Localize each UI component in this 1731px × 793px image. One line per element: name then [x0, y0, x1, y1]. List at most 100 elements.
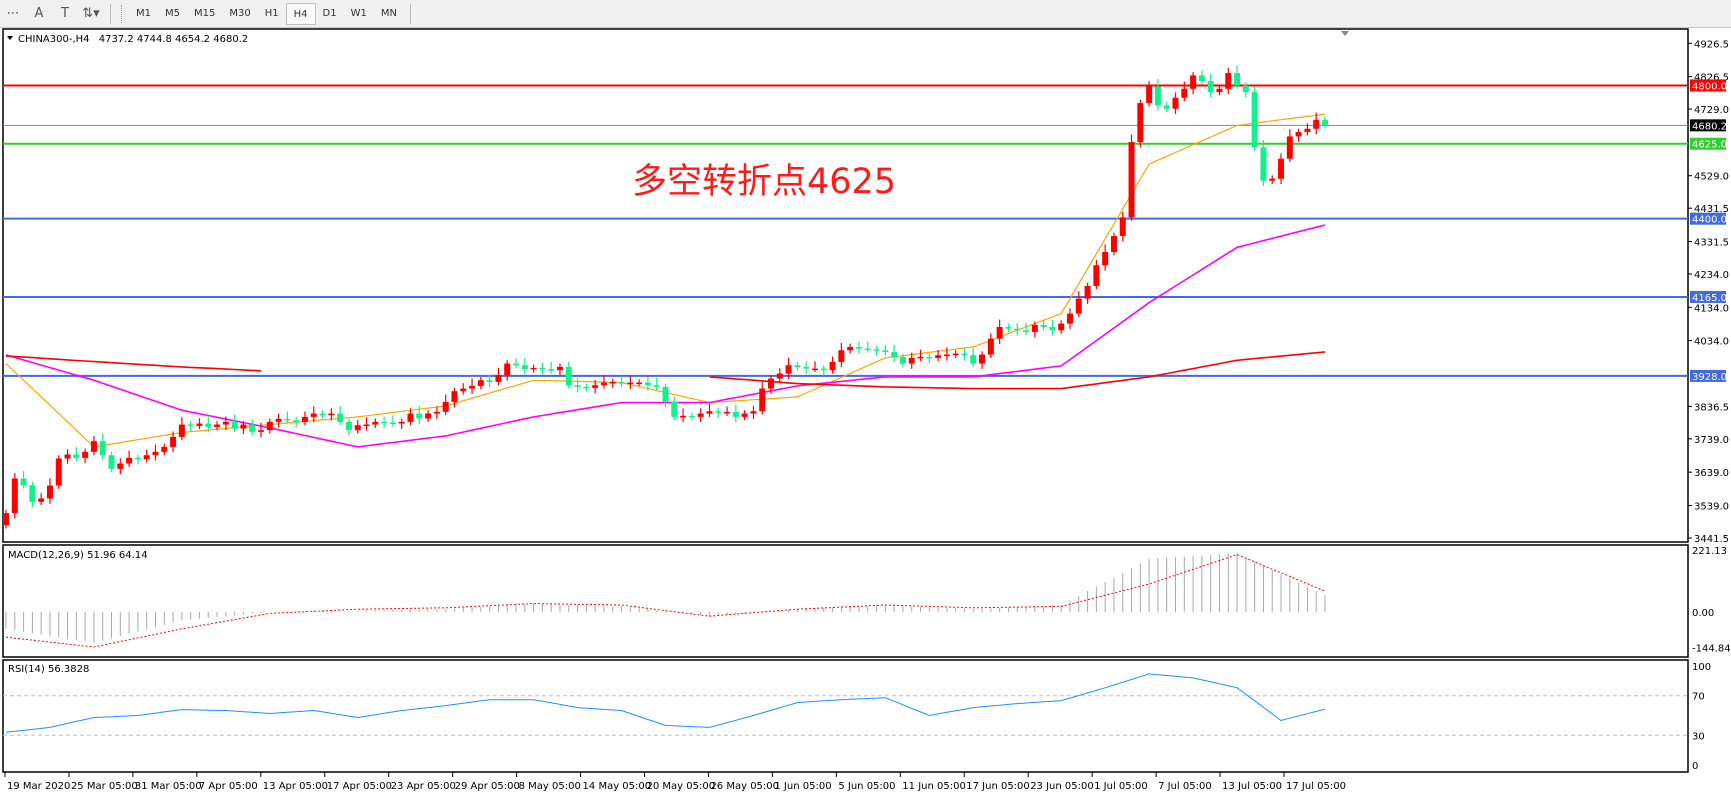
- candle-body: [1014, 328, 1021, 331]
- candle: [222, 416, 229, 430]
- candle: [3, 509, 9, 529]
- candle: [513, 358, 520, 369]
- price-level-tag: [1690, 212, 1726, 225]
- candle-body: [108, 455, 115, 469]
- candle: [1278, 153, 1285, 185]
- candle: [1295, 128, 1302, 142]
- candle: [363, 417, 370, 431]
- candle-body: [1181, 88, 1188, 98]
- candle-body: [504, 363, 511, 376]
- candle: [486, 374, 493, 388]
- date-tick-label: 31 Mar 05:00: [135, 781, 202, 792]
- candle-body: [1075, 298, 1082, 314]
- text-label-icon[interactable]: T: [61, 6, 69, 21]
- candle-body: [653, 385, 660, 387]
- timeframe-h1-button[interactable]: H1: [264, 7, 279, 19]
- candle-body: [574, 385, 581, 387]
- price-level-tag-label: 4680.2: [1692, 121, 1727, 132]
- candle-body: [680, 415, 687, 418]
- candle-body: [11, 478, 18, 514]
- timeframe-m5-button[interactable]: M5: [165, 7, 180, 19]
- candle-body: [389, 422, 396, 425]
- chart-header-dropdown-icon[interactable]: [7, 36, 13, 40]
- candle: [521, 357, 528, 375]
- timeframe-w1-button[interactable]: W1: [350, 7, 367, 19]
- candle: [556, 363, 563, 376]
- candle: [258, 422, 265, 438]
- candle: [196, 418, 203, 430]
- candle: [987, 333, 994, 358]
- candle-body: [706, 411, 713, 414]
- candle-body: [469, 385, 476, 389]
- candle: [20, 471, 27, 489]
- candle: [187, 421, 194, 432]
- candle-body: [143, 455, 150, 460]
- candle: [952, 350, 959, 358]
- price-tick-label: 3639.0: [1694, 468, 1729, 479]
- candle: [803, 361, 810, 374]
- date-tick-label: 19 Mar 2020: [7, 781, 70, 792]
- candle-body: [363, 424, 370, 427]
- price-level-tag: [1690, 369, 1726, 382]
- timeframe-h4-button[interactable]: H4: [285, 2, 316, 25]
- rsi-tick-label: 70: [1692, 692, 1705, 703]
- timeframe-d1-button[interactable]: D1: [322, 7, 337, 19]
- candle-body: [671, 401, 678, 417]
- candle-body: [381, 421, 388, 424]
- candle: [970, 347, 977, 367]
- candle-body: [240, 424, 247, 429]
- macd-tick-label: 221.13: [1692, 546, 1727, 557]
- candle: [1014, 323, 1021, 336]
- timeframe-mn-button[interactable]: MN: [380, 7, 397, 19]
- timeframe-m1-button[interactable]: M1: [136, 7, 151, 19]
- macd-tick-label: 0.00: [1692, 608, 1714, 619]
- candle: [337, 406, 344, 426]
- candle-body: [1128, 142, 1135, 218]
- candle-body: [460, 388, 467, 392]
- candle: [838, 342, 845, 368]
- candle: [671, 396, 678, 421]
- fibonacci-fan-icon[interactable]: ⋯: [6, 6, 20, 21]
- candle-body: [741, 413, 748, 417]
- candle: [293, 416, 300, 428]
- candle: [996, 319, 1003, 344]
- annotation-text[interactable]: 多空转折点4625: [632, 162, 896, 202]
- candle-body: [310, 413, 317, 417]
- candle-body: [970, 355, 977, 364]
- chart-shift-marker-icon[interactable]: [1341, 31, 1349, 36]
- candle-body: [249, 424, 256, 432]
- timeframe-m15-button[interactable]: M15: [194, 7, 216, 19]
- candle: [126, 450, 133, 467]
- candle-body: [891, 351, 898, 357]
- candle: [425, 410, 432, 422]
- candle: [1084, 282, 1091, 304]
- date-tick-label: 1 Jun 05:00: [774, 781, 831, 792]
- candle: [600, 375, 607, 389]
- text-icon[interactable]: A: [34, 6, 44, 21]
- toolbar-grip[interactable]: [121, 4, 125, 23]
- candle: [653, 377, 660, 391]
- candle: [1128, 134, 1135, 221]
- candle: [231, 414, 238, 432]
- date-tick-label: 11 Jun 05:00: [902, 781, 966, 792]
- timeframe-m30-button[interactable]: M30: [229, 7, 251, 19]
- date-tick-label: 7 Jul 05:00: [1158, 781, 1212, 792]
- date-tick-label: 13 Apr 05:00: [263, 781, 328, 792]
- candle: [935, 349, 942, 362]
- price-level-tag-label: 4165.0: [1692, 293, 1727, 304]
- candle: [636, 379, 643, 386]
- candle: [1066, 308, 1073, 329]
- date-tick-label: 29 Apr 05:00: [455, 781, 520, 792]
- price-tick-label: 4034.0: [1694, 337, 1729, 348]
- candle: [768, 375, 775, 394]
- candle: [1242, 82, 1249, 98]
- candle-body: [794, 365, 801, 367]
- arrows-icon[interactable]: ⇅▾: [82, 6, 100, 21]
- candle: [724, 406, 731, 416]
- candle-body: [345, 421, 352, 431]
- candle: [873, 345, 880, 356]
- price-tick-label: 4529.0: [1694, 172, 1729, 183]
- candle: [170, 431, 177, 453]
- candle-body: [425, 413, 432, 419]
